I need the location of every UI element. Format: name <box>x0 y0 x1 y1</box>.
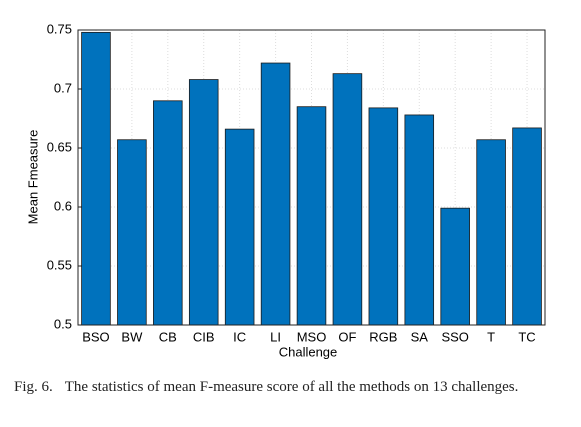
x-tick-label: OF <box>338 329 356 344</box>
x-tick-label: CIB <box>193 329 215 344</box>
bar <box>404 114 435 326</box>
bar <box>188 79 219 326</box>
y-tick-label: 0.6 <box>54 198 72 213</box>
bar <box>440 207 470 326</box>
bar <box>512 127 542 326</box>
x-tick-label: IC <box>233 329 246 344</box>
caption-text: The statistics of mean F-measure score o… <box>64 379 519 395</box>
bar <box>81 31 111 326</box>
x-tick-label: T <box>487 329 495 344</box>
caption: Fig. 6. The statistics of mean F-measure … <box>14 377 566 397</box>
bar <box>332 73 363 326</box>
y-tick-label: 0.65 <box>47 139 72 154</box>
x-tick-label: TC <box>518 329 535 344</box>
bar <box>476 139 506 326</box>
bar <box>260 62 291 326</box>
x-tick-label: LI <box>270 329 281 344</box>
y-axis-label: Mean Fmeasure <box>25 130 40 225</box>
chart: Challenge Mean Fmeasure 0.5 0.55 0.6 0.65 0.… <box>25 21 546 359</box>
x-tick-label: BW <box>121 329 143 344</box>
y-tick-label: 0.75 <box>47 21 72 36</box>
x-tick-label: BSO <box>82 329 109 344</box>
bar <box>153 100 183 326</box>
bar <box>368 107 399 326</box>
x-tick-label: CB <box>159 329 177 344</box>
caption-label: Fig. 6. <box>14 379 53 395</box>
x-tick-label: SA <box>411 329 429 344</box>
y-tick-label: 0.5 <box>54 316 72 331</box>
x-tick-label: RGB <box>369 329 397 344</box>
bar <box>224 128 255 326</box>
plot-frame <box>77 29 546 326</box>
bar <box>296 106 327 326</box>
y-tick-label: 0.55 <box>47 257 72 272</box>
x-tick-label: MSO <box>297 329 327 344</box>
x-tick-label: SSO <box>441 329 468 344</box>
y-tick-label: 0.7 <box>54 80 72 95</box>
bar <box>117 139 147 326</box>
x-axis-label: Challenge <box>279 344 338 359</box>
